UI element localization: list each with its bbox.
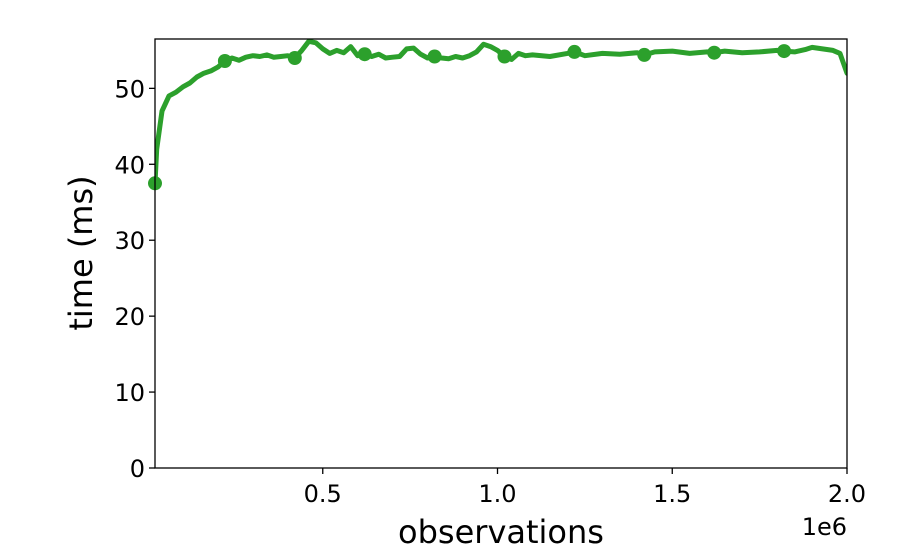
x-axis-title: observations: [398, 513, 604, 551]
x-tick-label: 0.5: [304, 480, 342, 508]
y-tick-label: 50: [114, 75, 145, 103]
x-axis-offset-label: 1e6: [802, 513, 847, 541]
x-tick-label: 2.0: [828, 480, 866, 508]
data-point-marker: [427, 49, 442, 64]
data-point-marker: [497, 49, 512, 64]
plot-area: [148, 39, 847, 191]
y-tick-label: 20: [114, 303, 145, 331]
y-tick-label: 40: [114, 151, 145, 179]
data-point-marker: [357, 47, 372, 62]
y-tick-label: 0: [130, 455, 145, 483]
x-tick-label: 1.5: [653, 480, 691, 508]
data-point-marker: [777, 44, 792, 59]
axis-ticks: 0.5 1.0 1.5 2.0 0 10 20 30 40 50: [114, 75, 866, 508]
series-line: [155, 39, 847, 186]
y-tick-label: 30: [114, 227, 145, 255]
data-point-marker: [637, 47, 652, 62]
axes-frame: [154, 38, 848, 469]
y-tick-label: 10: [114, 379, 145, 407]
data-point-marker: [567, 44, 582, 59]
data-point-marker: [707, 45, 722, 60]
data-point-marker: [287, 51, 302, 65]
y-axis-title: time (ms): [62, 175, 100, 330]
data-point-marker: [217, 54, 232, 68]
x-tick-label: 1.0: [478, 480, 516, 508]
